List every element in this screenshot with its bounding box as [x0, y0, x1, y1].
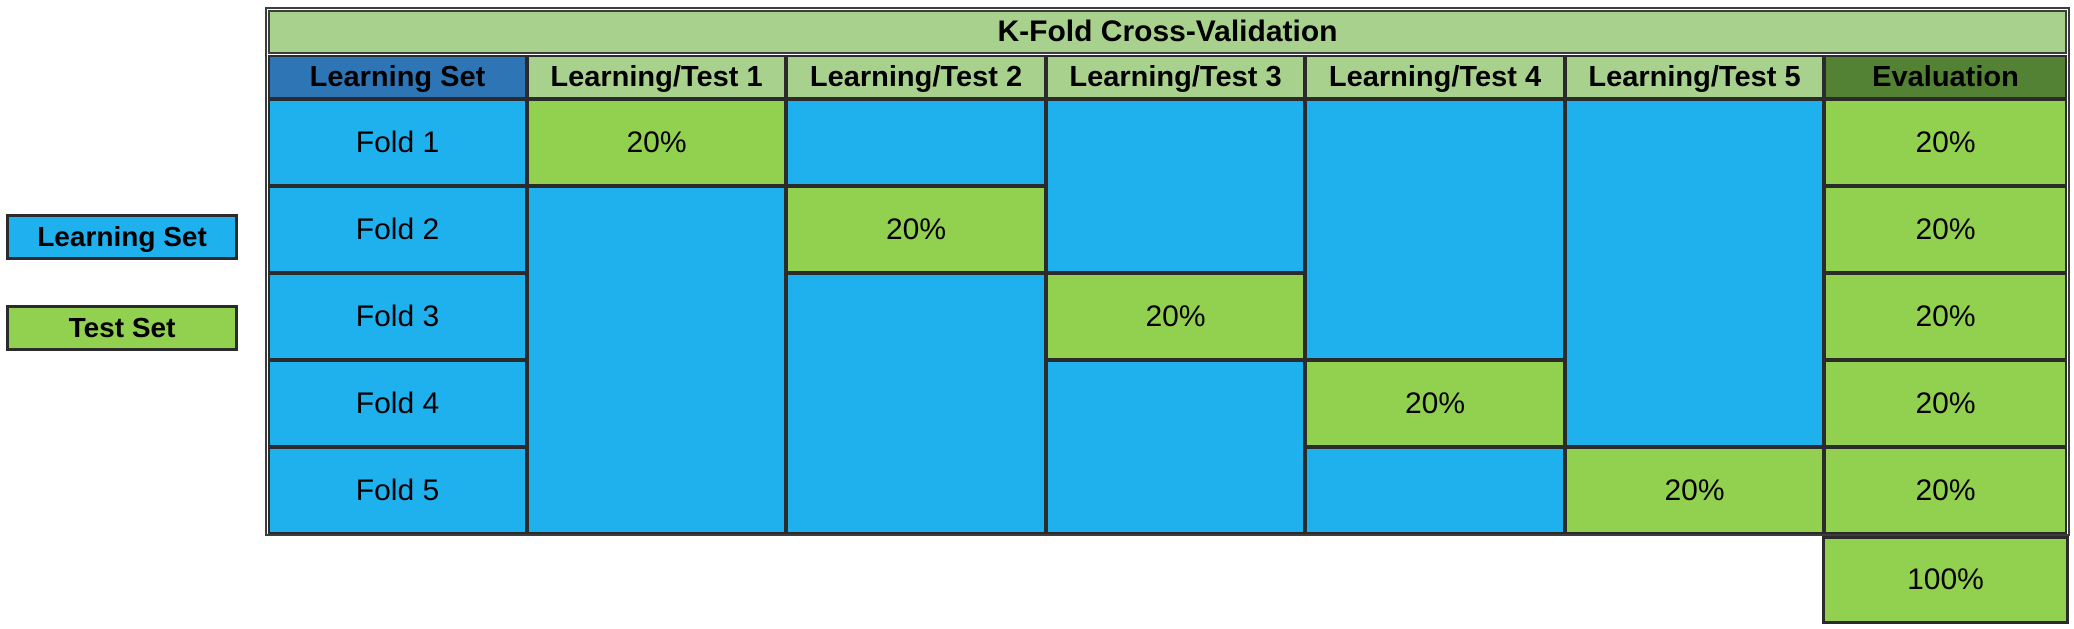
diagram-title-text: K-Fold Cross-Validation — [997, 15, 1338, 48]
evaluation-3: 20% — [1824, 273, 2067, 360]
evaluation-total: 100% — [1822, 536, 2069, 624]
evaluation-5: 20% — [1824, 447, 2067, 534]
learning-block-col-5-top — [1565, 99, 1824, 447]
evaluation-4: 20% — [1824, 360, 2067, 447]
evaluation-1: 20% — [1824, 99, 2067, 186]
legend-learning-set: Learning Set — [6, 214, 238, 260]
test-cell-4: 20% — [1305, 360, 1565, 447]
learning-block-col-3-bottom — [1046, 360, 1305, 534]
fold-4: Fold 4 — [268, 360, 527, 447]
learning-block-col-2-top — [786, 99, 1046, 186]
fold-2: Fold 2 — [268, 186, 527, 273]
header-learning-test-5: Learning/Test 5 — [1565, 55, 1824, 99]
fold-1: Fold 1 — [268, 99, 527, 186]
fold-5: Fold 5 — [268, 447, 527, 534]
header-learning-test-2: Learning/Test 2 — [786, 55, 1046, 99]
test-cell-5: 20% — [1565, 447, 1824, 534]
test-cell-2: 20% — [786, 186, 1046, 273]
learning-block-col-1 — [527, 186, 786, 534]
header-evaluation: Evaluation — [1824, 55, 2067, 99]
learning-block-col-4-bottom — [1305, 447, 1565, 534]
header-learning-test-4: Learning/Test 4 — [1305, 55, 1565, 99]
test-cell-3: 20% — [1046, 273, 1305, 360]
header-learning-set: Learning Set — [268, 55, 527, 99]
legend-learning-set-label: Learning Set — [37, 221, 207, 252]
table-frame — [265, 7, 2070, 536]
legend-test-set-label: Test Set — [68, 312, 176, 343]
fold-3: Fold 3 — [268, 273, 527, 360]
evaluation-2: 20% — [1824, 186, 2067, 273]
test-cell-1: 20% — [527, 99, 786, 186]
learning-block-col-2-bottom — [786, 273, 1046, 534]
diagram-title: K-Fold Cross-Validation — [268, 10, 2067, 54]
learning-block-col-3-top — [1046, 99, 1305, 273]
learning-block-col-4-top — [1305, 99, 1565, 360]
header-learning-test-1: Learning/Test 1 — [527, 55, 786, 99]
legend-test-set: Test Set — [6, 305, 238, 351]
header-learning-test-3: Learning/Test 3 — [1046, 55, 1305, 99]
